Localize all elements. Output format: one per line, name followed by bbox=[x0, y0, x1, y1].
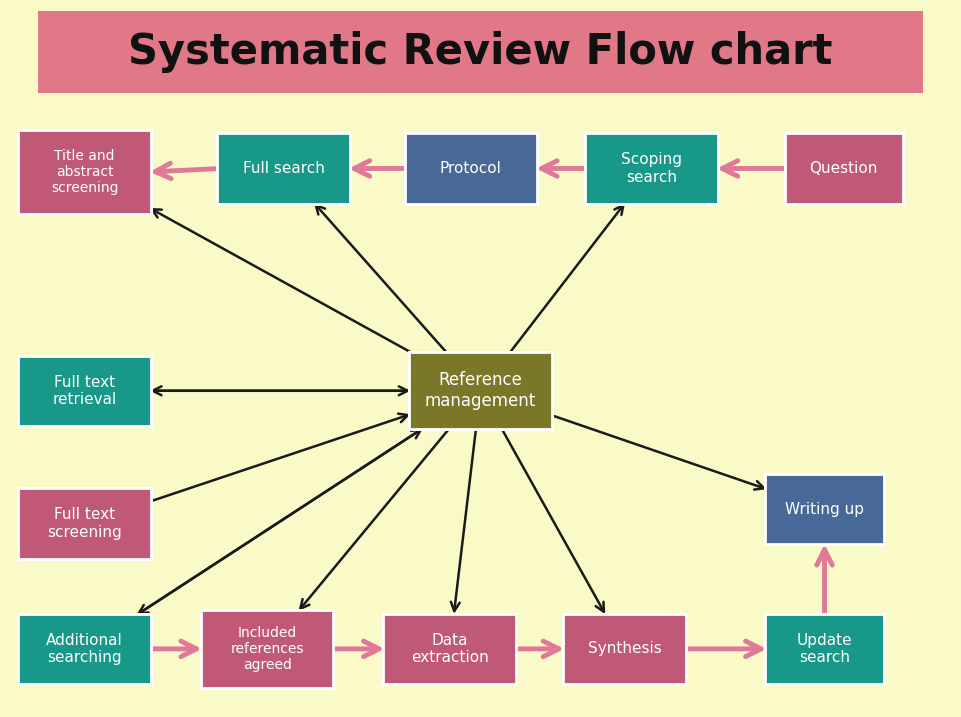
Text: Additional
searching: Additional searching bbox=[46, 632, 123, 665]
FancyBboxPatch shape bbox=[405, 133, 537, 204]
Text: Systematic Review Flow chart: Systematic Review Flow chart bbox=[128, 31, 833, 73]
Text: Update
search: Update search bbox=[797, 632, 852, 665]
FancyBboxPatch shape bbox=[585, 133, 718, 204]
Text: Title and
abstract
screening: Title and abstract screening bbox=[51, 149, 118, 195]
FancyBboxPatch shape bbox=[18, 614, 151, 684]
FancyBboxPatch shape bbox=[766, 474, 884, 544]
Text: Data
extraction: Data extraction bbox=[411, 632, 488, 665]
Text: Scoping
search: Scoping search bbox=[621, 152, 682, 185]
FancyBboxPatch shape bbox=[18, 488, 151, 559]
FancyBboxPatch shape bbox=[766, 614, 884, 684]
Text: Reference
management: Reference management bbox=[425, 371, 536, 410]
FancyBboxPatch shape bbox=[18, 356, 151, 426]
Text: Scoping
search: Scoping search bbox=[621, 152, 682, 185]
FancyBboxPatch shape bbox=[18, 130, 151, 214]
FancyBboxPatch shape bbox=[383, 614, 516, 684]
Text: Update
search: Update search bbox=[797, 632, 852, 665]
FancyBboxPatch shape bbox=[201, 610, 333, 688]
FancyBboxPatch shape bbox=[405, 133, 537, 204]
Text: Systematic Review Flow chart: Systematic Review Flow chart bbox=[128, 31, 833, 73]
Text: Question: Question bbox=[809, 161, 878, 176]
Text: Synthesis: Synthesis bbox=[588, 642, 661, 656]
FancyBboxPatch shape bbox=[217, 133, 350, 204]
FancyBboxPatch shape bbox=[563, 614, 686, 684]
FancyBboxPatch shape bbox=[217, 133, 350, 204]
Text: Question: Question bbox=[809, 161, 878, 176]
FancyBboxPatch shape bbox=[785, 133, 903, 204]
Text: Full text
screening: Full text screening bbox=[47, 507, 122, 540]
FancyBboxPatch shape bbox=[38, 11, 923, 93]
FancyBboxPatch shape bbox=[585, 133, 718, 204]
Text: Reference
management: Reference management bbox=[425, 371, 536, 410]
FancyBboxPatch shape bbox=[409, 352, 552, 429]
FancyBboxPatch shape bbox=[409, 352, 552, 429]
FancyBboxPatch shape bbox=[766, 614, 884, 684]
FancyBboxPatch shape bbox=[38, 11, 923, 93]
Text: Data
extraction: Data extraction bbox=[411, 632, 488, 665]
Text: Full text
screening: Full text screening bbox=[47, 507, 122, 540]
FancyBboxPatch shape bbox=[766, 474, 884, 544]
FancyBboxPatch shape bbox=[563, 614, 686, 684]
Text: Protocol: Protocol bbox=[440, 161, 502, 176]
Text: Additional
searching: Additional searching bbox=[46, 632, 123, 665]
Text: Included
references
agreed: Included references agreed bbox=[231, 626, 304, 672]
Text: Protocol: Protocol bbox=[440, 161, 502, 176]
Text: Title and
abstract
screening: Title and abstract screening bbox=[51, 149, 118, 195]
FancyBboxPatch shape bbox=[18, 488, 151, 559]
FancyBboxPatch shape bbox=[18, 356, 151, 426]
FancyBboxPatch shape bbox=[383, 614, 516, 684]
Text: Full text
retrieval: Full text retrieval bbox=[53, 374, 116, 407]
Text: Full text
retrieval: Full text retrieval bbox=[53, 374, 116, 407]
FancyBboxPatch shape bbox=[18, 614, 151, 684]
Text: Writing up: Writing up bbox=[785, 502, 864, 516]
FancyBboxPatch shape bbox=[18, 130, 151, 214]
Text: Included
references
agreed: Included references agreed bbox=[231, 626, 304, 672]
Text: Full search: Full search bbox=[242, 161, 325, 176]
Text: Full search: Full search bbox=[242, 161, 325, 176]
Text: Writing up: Writing up bbox=[785, 502, 864, 516]
FancyBboxPatch shape bbox=[201, 610, 333, 688]
FancyBboxPatch shape bbox=[785, 133, 903, 204]
Text: Synthesis: Synthesis bbox=[588, 642, 661, 656]
